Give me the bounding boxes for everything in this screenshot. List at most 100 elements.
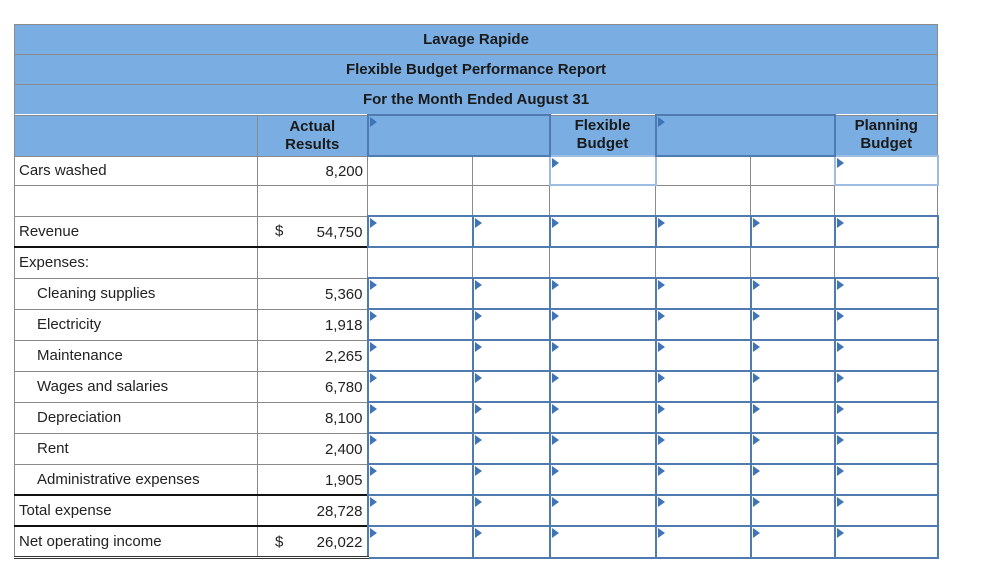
- variance-header-dropdown-2[interactable]: [654, 114, 836, 157]
- input-cell[interactable]: [833, 432, 939, 465]
- table-row-revenue: Revenue $54,750: [14, 215, 939, 248]
- dropdown-flag-icon: [474, 528, 482, 538]
- input-cell[interactable]: [548, 339, 657, 372]
- input-cell[interactable]: [548, 308, 657, 341]
- dropdown-flag-icon: [752, 280, 760, 290]
- report-period: For the Month Ended August 31: [14, 84, 938, 116]
- input-cell[interactable]: [833, 463, 939, 496]
- input-cell[interactable]: [471, 432, 551, 465]
- input-cell[interactable]: [366, 339, 474, 372]
- input-cell[interactable]: [654, 308, 752, 341]
- dropdown-flag-icon: [474, 373, 482, 383]
- input-cell[interactable]: [654, 277, 752, 310]
- table-row-total-expense: Total expense 28,728: [14, 494, 939, 527]
- dropdown-flag-icon: [836, 373, 844, 383]
- row-label: Revenue: [14, 215, 258, 248]
- input-cell[interactable]: [833, 525, 939, 559]
- input-cell[interactable]: [366, 308, 474, 341]
- header-blank: [14, 114, 258, 157]
- input-cell[interactable]: [833, 370, 939, 403]
- input-cell[interactable]: [654, 432, 752, 465]
- input-cell[interactable]: [366, 525, 474, 559]
- input-cell[interactable]: [654, 339, 752, 372]
- dropdown-flag-icon: [657, 280, 665, 290]
- input-cell[interactable]: [366, 215, 474, 248]
- input-cell[interactable]: [366, 401, 474, 434]
- variance-header-dropdown-1[interactable]: [366, 114, 551, 157]
- planning-cars-input[interactable]: [833, 155, 939, 186]
- input-cell[interactable]: [548, 525, 657, 559]
- input-cell[interactable]: [749, 308, 836, 341]
- input-cell[interactable]: [548, 494, 657, 527]
- input-cell[interactable]: [749, 463, 836, 496]
- input-cell[interactable]: [366, 432, 474, 465]
- input-cell[interactable]: [749, 401, 836, 434]
- input-cell[interactable]: [833, 339, 939, 372]
- input-cell[interactable]: [749, 525, 836, 559]
- dropdown-flag-icon: [474, 404, 482, 414]
- dropdown-flag-icon: [551, 466, 559, 476]
- input-cell[interactable]: [471, 339, 551, 372]
- dropdown-flag-icon: [551, 280, 559, 290]
- input-cell[interactable]: [654, 401, 752, 434]
- input-cell[interactable]: [749, 432, 836, 465]
- dropdown-flag-icon: [369, 435, 377, 445]
- input-cell[interactable]: [548, 370, 657, 403]
- dropdown-flag-icon: [369, 373, 377, 383]
- flexible-cars-input[interactable]: [548, 155, 657, 186]
- header-flexible-budget: Flexible Budget: [549, 114, 656, 157]
- actual-value: 2,400: [257, 432, 368, 465]
- input-cell[interactable]: [654, 463, 752, 496]
- input-cell[interactable]: [833, 494, 939, 527]
- row-label: Cars washed: [14, 155, 258, 186]
- input-cell[interactable]: [471, 370, 551, 403]
- empty-cell: [367, 246, 473, 279]
- dropdown-flag-icon: [836, 218, 844, 228]
- input-cell[interactable]: [833, 401, 939, 434]
- table-row-maintenance: Maintenance 2,265: [14, 339, 939, 372]
- input-cell[interactable]: [654, 525, 752, 559]
- input-cell[interactable]: [366, 494, 474, 527]
- actual-value: 28,728: [257, 494, 368, 527]
- input-cell[interactable]: [548, 215, 657, 248]
- input-cell[interactable]: [749, 370, 836, 403]
- input-cell[interactable]: [471, 401, 551, 434]
- input-cell[interactable]: [749, 339, 836, 372]
- input-cell[interactable]: [471, 215, 551, 248]
- input-cell[interactable]: [548, 432, 657, 465]
- input-cell[interactable]: [833, 308, 939, 341]
- dropdown-flag-icon: [474, 311, 482, 321]
- input-cell[interactable]: [548, 463, 657, 496]
- input-cell[interactable]: [366, 370, 474, 403]
- input-cell[interactable]: [471, 463, 551, 496]
- header-planning-budget: Planning Budget: [834, 114, 938, 157]
- empty-cell: [549, 184, 656, 217]
- input-cell[interactable]: [654, 215, 752, 248]
- dropdown-flag-icon: [657, 373, 665, 383]
- input-cell[interactable]: [654, 494, 752, 527]
- input-cell[interactable]: [366, 277, 474, 310]
- input-cell[interactable]: [833, 277, 939, 310]
- row-label: Maintenance: [14, 339, 258, 372]
- input-cell[interactable]: [471, 277, 551, 310]
- dropdown-flag-icon: [752, 373, 760, 383]
- input-cell[interactable]: [366, 463, 474, 496]
- dropdown-flag-icon: [369, 497, 377, 507]
- input-cell[interactable]: [471, 494, 551, 527]
- input-cell[interactable]: [749, 277, 836, 310]
- input-cell[interactable]: [654, 370, 752, 403]
- input-cell[interactable]: [749, 494, 836, 527]
- input-cell[interactable]: [471, 525, 551, 559]
- input-cell[interactable]: [548, 401, 657, 434]
- dropdown-flag-icon: [657, 404, 665, 414]
- dropdown-flag-icon: [657, 528, 665, 538]
- input-cell[interactable]: [833, 215, 939, 248]
- dropdown-flag-icon: [551, 158, 559, 168]
- input-cell[interactable]: [749, 215, 836, 248]
- row-label: Expenses:: [14, 246, 258, 279]
- table-row-cars-washed: Cars washed 8,200: [14, 155, 939, 186]
- input-cell[interactable]: [471, 308, 551, 341]
- input-cell[interactable]: [548, 277, 657, 310]
- dropdown-flag-icon: [752, 497, 760, 507]
- empty-cell: [257, 246, 368, 279]
